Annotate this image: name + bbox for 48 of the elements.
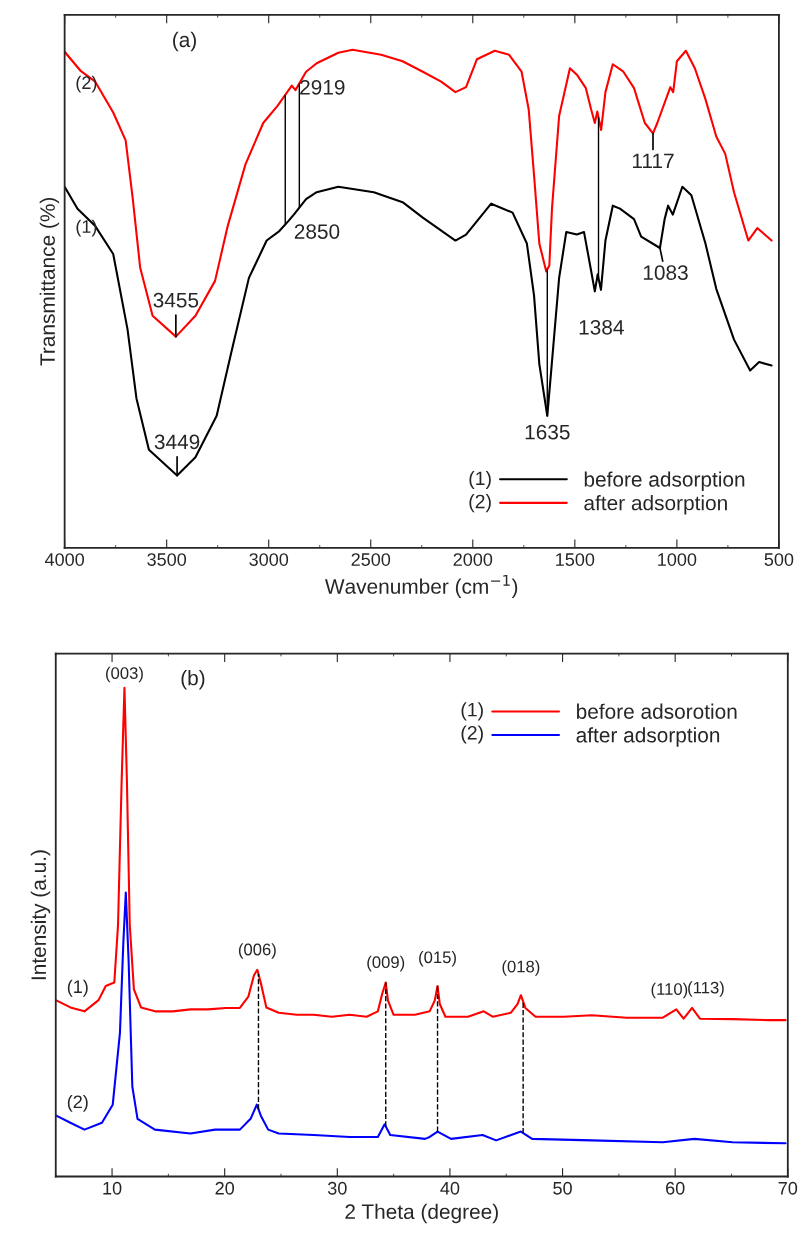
x-axis-title: Wavenumber (cm$^{−1}$) [324,575,518,598]
annotation: 3449 [154,434,200,450]
annotation: (2) [76,75,97,93]
x-tick-label: 70 [778,1181,798,1195]
legend-label: after adsorption [584,495,727,515]
annotation: 1083 [643,265,688,280]
x-tick-label: 500 [764,553,794,566]
x-tick-label: 1000 [658,553,697,566]
x-axis-title: 2 Theta (degree) [345,1203,498,1224]
annotation: (a) [173,31,196,52]
annotation: (1) [67,979,88,997]
legend-label: before adsorotion [577,703,737,719]
annotation: (1) [76,219,97,237]
annotation: 3455 [153,292,199,308]
annotation: 2850 [294,224,340,239]
annotation: 2919 [300,79,345,95]
annotation: (2) [67,1094,88,1112]
annotation: (1) [461,702,483,721]
x-tick-label: 50 [553,1181,572,1195]
annotation: (1) [469,470,491,490]
annotation: (b) [181,670,205,690]
x-tick-label: 4000 [44,553,85,566]
annotation: (2) [469,494,491,513]
x-tick-label: 40 [440,1181,460,1195]
annotation: (015) [419,950,456,967]
annotation: (003) [106,666,143,683]
x-tick-label: 2500 [351,553,391,566]
annotation: 1384 [579,319,624,335]
y-axis-title: Intensity (a.u.) [30,850,51,980]
legend-label: after adsorption [576,727,720,747]
x-tick-label: 10 [103,1181,122,1195]
annotation: (018) [502,960,540,976]
y-axis-title: Transmittance (%) [39,197,60,366]
annotation: (113) [688,981,724,997]
annotation: (2) [461,725,483,744]
annotation: 1117 [632,153,674,169]
legend-label: before adsorption [584,471,745,491]
x-tick-label: 3000 [249,553,289,566]
x-tick-label: 2000 [453,553,493,566]
annotation: (110) [651,982,688,999]
annotation: 1635 [525,424,570,440]
x-tick-label: 1500 [556,553,595,566]
x-tick-label: 20 [215,1181,235,1195]
x-tick-label: 3500 [147,553,187,566]
annotation: (009) [367,955,405,972]
x-tick-label: 60 [666,1181,685,1195]
annotation: (006) [238,943,276,959]
x-tick-label: 30 [327,1181,347,1195]
